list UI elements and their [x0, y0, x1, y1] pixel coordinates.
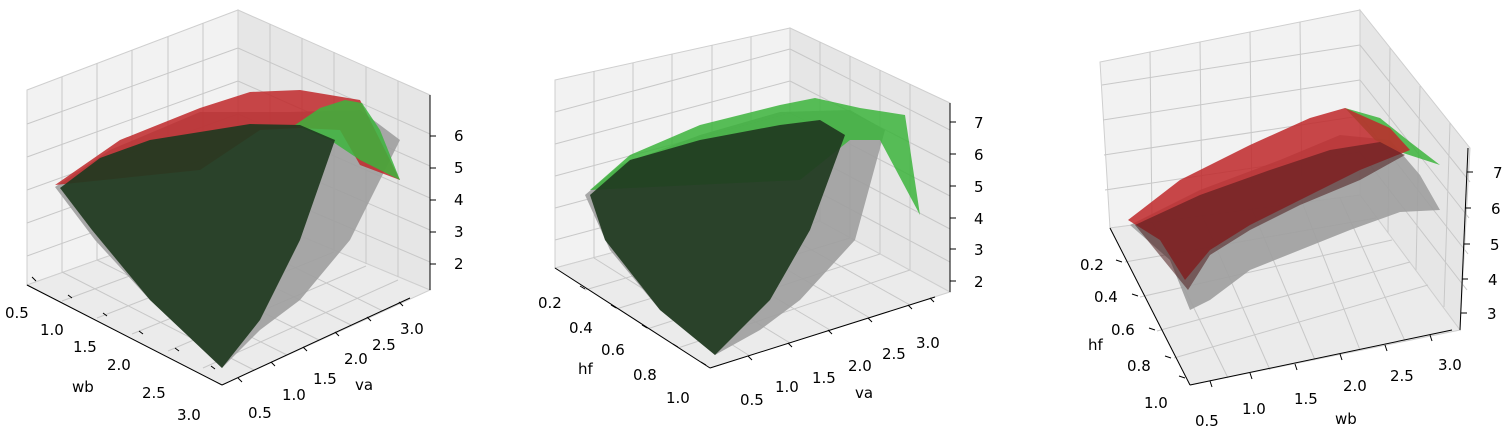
x-tick-label: 0.6	[601, 341, 625, 359]
z-tick-label: 5	[974, 178, 984, 196]
x-tick-label: 0.6	[1111, 321, 1135, 339]
z-tick-label: 3	[1487, 305, 1497, 323]
x-axis-line	[26, 284, 223, 386]
y-tick-label: 0.5	[1195, 412, 1219, 430]
y-tick-label: 2.0	[848, 357, 872, 375]
x-tick-label: 0.8	[1127, 357, 1151, 375]
x-tick-label: 0.4	[1094, 288, 1118, 306]
x-tick-label: 2.5	[142, 384, 166, 402]
z-tick-label: 7	[974, 114, 984, 132]
z-tick-label: 5	[454, 159, 464, 177]
y-tick-label: 2.5	[372, 336, 396, 354]
z-ticks: 3 4 5 6 7	[1461, 164, 1503, 323]
y-ticks: 0.5 1.0 1.5 2.0 2.5 3.0 wb	[1195, 334, 1462, 430]
plot-panel-2: 0.2 0.4 0.6 0.8 1.0 hf 0.5 1.0 1.5 2.0 2…	[538, 27, 984, 409]
z-tick-label: 2	[454, 255, 464, 273]
y-axis-line	[221, 297, 411, 386]
y-tick-label: 2.5	[1390, 367, 1414, 385]
y-tick-label: 2.0	[1343, 377, 1367, 395]
x-axis-label: hf	[1088, 336, 1104, 354]
y-tick-label: 2.0	[344, 350, 368, 368]
x-axis-label: hf	[578, 360, 594, 378]
surface-dark	[60, 124, 335, 368]
z-tick-label: 4	[1488, 271, 1498, 289]
x-tick-label: 2.0	[107, 356, 131, 374]
surface-dark	[1135, 142, 1405, 290]
plot-panel-1: 0.5 1.0 1.5 2.0 2.5 3.0 wb 0.5 1.0 1.5 2…	[5, 9, 464, 424]
z-tick-label: 3	[974, 241, 984, 259]
x-tick-label: 1.5	[73, 338, 97, 356]
y-tick-label: 1.5	[1294, 390, 1318, 408]
z-tick-label: 5	[1490, 236, 1500, 254]
z-tick-label: 3	[454, 223, 464, 241]
y-axis-label: va	[355, 376, 373, 394]
y-tick-label: 3.0	[400, 320, 424, 338]
x-tick-label: 0.8	[633, 366, 657, 384]
z-tick-label: 7	[1493, 164, 1503, 182]
y-ticks: 0.5 1.0 1.5 2.0 2.5 3.0 va	[237, 301, 424, 422]
x-tick-label: 0.4	[569, 319, 593, 337]
z-ticks: 2 3 4 5 6 7	[950, 114, 984, 291]
y-tick-label: 3.0	[916, 334, 940, 352]
x-tick-label: 0.2	[538, 294, 562, 312]
x-ticks: 0.2 0.4 0.6 0.8 1.0 hf	[538, 285, 707, 407]
y-axis-label: va	[855, 384, 873, 402]
y-tick-label: 1.5	[812, 369, 836, 387]
z-tick-label: 6	[974, 146, 984, 164]
y-tick-label: 1.5	[313, 370, 337, 388]
plot-panel-3: 0.2 0.4 0.6 0.8 1.0 hf 0.5 1.0 1.5 2.0 2…	[1080, 8, 1503, 430]
y-axis-label: wb	[1335, 410, 1357, 428]
x-tick-label: 1.0	[1144, 394, 1168, 412]
z-ticks: 2 3 4 5 6	[430, 127, 464, 273]
x-tick-label: 3.0	[177, 406, 201, 424]
y-tick-label: 1.0	[282, 386, 306, 404]
z-tick-label: 6	[1491, 200, 1501, 218]
z-axis-line	[1459, 147, 1469, 331]
y-tick-label: 0.5	[740, 391, 764, 409]
x-tick-label: 0.2	[1080, 256, 1104, 274]
z-tick-label: 6	[454, 127, 464, 145]
x-tick-label: 1.0	[40, 321, 64, 339]
x-axis-line	[554, 267, 711, 369]
y-axis-line	[709, 296, 936, 369]
z-tick-label: 4	[454, 191, 464, 209]
x-axis-line	[1109, 227, 1191, 386]
x-ticks: 0.5 1.0 1.5 2.0 2.5 3.0 wb	[5, 276, 216, 424]
surface-green	[295, 100, 400, 180]
y-ticks: 0.5 1.0 1.5 2.0 2.5 3.0 va	[740, 297, 940, 409]
surface-gray	[1130, 135, 1440, 310]
x-tick-label: 1.0	[666, 389, 690, 407]
y-tick-label: 1.0	[775, 378, 799, 396]
y-tick-label: 1.0	[1242, 400, 1266, 418]
y-axis-line	[1189, 329, 1453, 386]
y-tick-label: 3.0	[1438, 356, 1462, 374]
y-tick-label: 0.5	[248, 404, 272, 422]
surface-dark	[590, 120, 845, 355]
x-axis-label: wb	[72, 378, 94, 396]
z-tick-label: 2	[974, 273, 984, 291]
y-tick-label: 2.5	[882, 345, 906, 363]
x-tick-label: 0.5	[5, 304, 29, 322]
z-tick-label: 4	[974, 210, 984, 228]
x-ticks: 0.2 0.4 0.6 0.8 1.0 hf	[1080, 256, 1186, 412]
